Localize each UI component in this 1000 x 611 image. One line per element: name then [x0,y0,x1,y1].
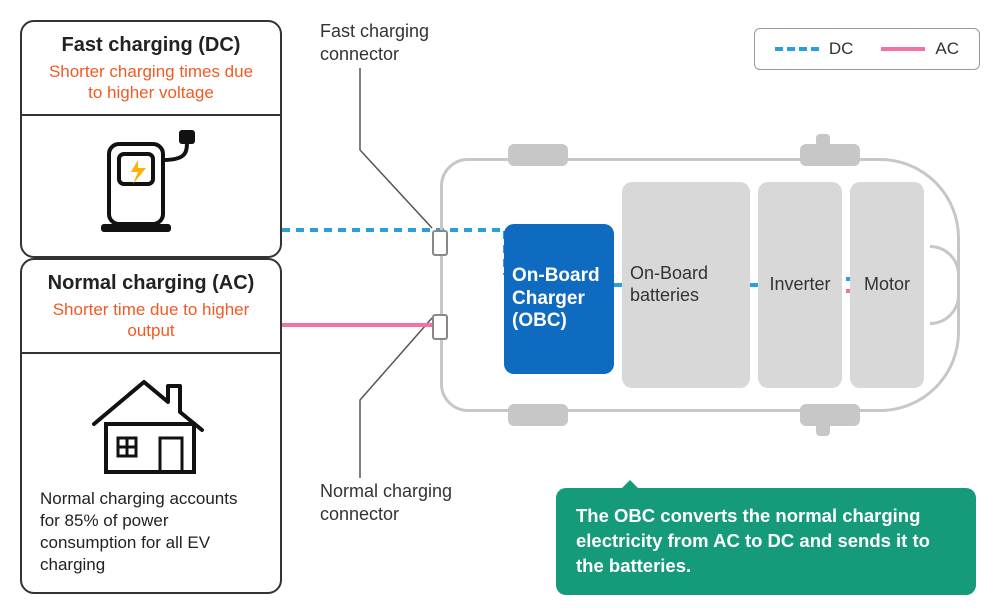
component-obc: On-Board Charger (OBC) [504,224,614,374]
component-battery: On-Board batteries [622,182,750,388]
legend-ac: AC [881,39,959,59]
legend-ac-label: AC [935,39,959,59]
wheel-front-right [508,404,568,426]
component-inverter-label: Inverter [769,274,830,296]
car-hood [930,245,960,325]
component-motor: Motor [850,182,924,388]
house-icon [86,368,216,478]
port-normal-charging [432,314,448,340]
charging-station-icon [91,130,211,240]
fast-connector-label: Fast charging connector [320,20,460,65]
wheel-front-left [508,144,568,166]
panel-normal-title: Normal charging (AC) [40,272,262,295]
port-fast-charging [432,230,448,256]
legend: DC AC [754,28,980,70]
panel-fast-body [22,116,280,256]
component-inverter: Inverter [758,182,842,388]
legend-ac-line [881,47,925,51]
legend-dc: DC [775,39,854,59]
normal-connector-label: Normal charging connector [320,480,480,525]
mirror-top [816,134,830,160]
panel-fast-sub: Shorter charging times due to higher vol… [40,61,262,104]
panel-normal-note: Normal charging accounts for 85% of powe… [40,488,262,576]
mirror-bottom [816,410,830,436]
obc-callout-text: The OBC converts the normal charging ele… [576,505,930,576]
panel-fast-head: Fast charging (DC) Shorter charging time… [22,22,280,116]
panel-fast-title: Fast charging (DC) [40,34,262,57]
panel-normal-charging: Normal charging (AC) Shorter time due to… [20,258,282,594]
component-obc-label: On-Board Charger (OBC) [512,265,606,333]
obc-callout: The OBC converts the normal charging ele… [556,488,976,595]
panel-fast-charging: Fast charging (DC) Shorter charging time… [20,20,282,258]
panel-normal-head: Normal charging (AC) Shorter time due to… [22,260,280,354]
component-battery-label: On-Board batteries [630,263,742,306]
wheel-rear-left [800,144,860,166]
legend-dc-line [775,47,819,51]
component-motor-label: Motor [864,274,910,296]
car-top-view: On-Board Charger (OBC) On-Board batterie… [420,130,980,440]
legend-dc-label: DC [829,39,854,59]
panel-normal-sub: Shorter time due to higher output [40,299,262,342]
wheel-rear-right [800,404,860,426]
panel-normal-body: Normal charging accounts for 85% of powe… [22,354,280,592]
